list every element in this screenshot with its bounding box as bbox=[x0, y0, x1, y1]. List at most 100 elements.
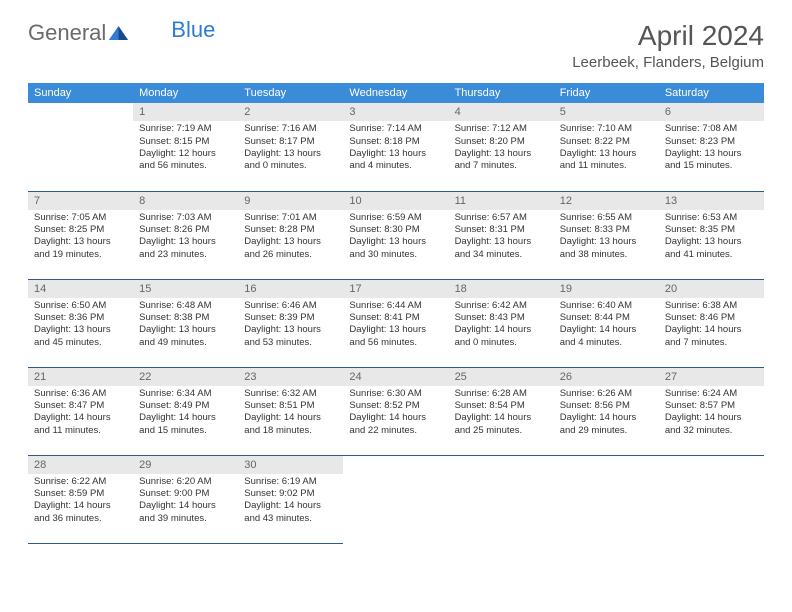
calendar-day-cell: 8Sunrise: 7:03 AMSunset: 8:26 PMDaylight… bbox=[133, 191, 238, 279]
calendar-day-cell: 5Sunrise: 7:10 AMSunset: 8:22 PMDaylight… bbox=[554, 103, 659, 191]
weekday-header: Friday bbox=[554, 83, 659, 103]
day-body: Sunrise: 6:59 AMSunset: 8:30 PMDaylight:… bbox=[343, 210, 448, 265]
calendar-day-cell: 7Sunrise: 7:05 AMSunset: 8:25 PMDaylight… bbox=[28, 191, 133, 279]
day-body: Sunrise: 6:19 AMSunset: 9:02 PMDaylight:… bbox=[238, 474, 343, 529]
sunrise-text: Sunrise: 6:42 AM bbox=[455, 300, 548, 312]
day-number: 16 bbox=[238, 280, 343, 298]
sunset-text: Sunset: 8:49 PM bbox=[139, 400, 232, 412]
daylight-text: Daylight: 14 hours and 39 minutes. bbox=[139, 500, 232, 525]
logo-text-general: General bbox=[28, 20, 106, 46]
sunset-text: Sunset: 8:15 PM bbox=[139, 136, 232, 148]
day-number: 12 bbox=[554, 192, 659, 210]
sunset-text: Sunset: 8:20 PM bbox=[455, 136, 548, 148]
calendar-day-cell: 20Sunrise: 6:38 AMSunset: 8:46 PMDayligh… bbox=[659, 279, 764, 367]
sunset-text: Sunset: 8:52 PM bbox=[349, 400, 442, 412]
day-body: Sunrise: 7:12 AMSunset: 8:20 PMDaylight:… bbox=[449, 121, 554, 176]
sunrise-text: Sunrise: 6:19 AM bbox=[244, 476, 337, 488]
day-number: 19 bbox=[554, 280, 659, 298]
calendar-day-cell: 17Sunrise: 6:44 AMSunset: 8:41 PMDayligh… bbox=[343, 279, 448, 367]
daylight-text: Daylight: 14 hours and 36 minutes. bbox=[34, 500, 127, 525]
daylight-text: Daylight: 13 hours and 23 minutes. bbox=[139, 236, 232, 261]
calendar-day-cell: 1Sunrise: 7:19 AMSunset: 8:15 PMDaylight… bbox=[133, 103, 238, 191]
calendar-day-cell: 29Sunrise: 6:20 AMSunset: 9:00 PMDayligh… bbox=[133, 455, 238, 543]
day-body: Sunrise: 7:19 AMSunset: 8:15 PMDaylight:… bbox=[133, 121, 238, 176]
daylight-text: Daylight: 13 hours and 26 minutes. bbox=[244, 236, 337, 261]
sunrise-text: Sunrise: 6:20 AM bbox=[139, 476, 232, 488]
sunrise-text: Sunrise: 6:46 AM bbox=[244, 300, 337, 312]
day-body: Sunrise: 7:08 AMSunset: 8:23 PMDaylight:… bbox=[659, 121, 764, 176]
sunrise-text: Sunrise: 6:34 AM bbox=[139, 388, 232, 400]
daylight-text: Daylight: 13 hours and 53 minutes. bbox=[244, 324, 337, 349]
daylight-text: Daylight: 13 hours and 38 minutes. bbox=[560, 236, 653, 261]
day-number: 17 bbox=[343, 280, 448, 298]
calendar-day-cell: 25Sunrise: 6:28 AMSunset: 8:54 PMDayligh… bbox=[449, 367, 554, 455]
day-number: 7 bbox=[28, 192, 133, 210]
day-number: 21 bbox=[28, 368, 133, 386]
logo-text-blue: Blue bbox=[171, 17, 215, 43]
day-body: Sunrise: 6:20 AMSunset: 9:00 PMDaylight:… bbox=[133, 474, 238, 529]
sunrise-text: Sunrise: 7:08 AM bbox=[665, 123, 758, 135]
day-number: 20 bbox=[659, 280, 764, 298]
calendar-day-cell: 9Sunrise: 7:01 AMSunset: 8:28 PMDaylight… bbox=[238, 191, 343, 279]
sunrise-text: Sunrise: 6:40 AM bbox=[560, 300, 653, 312]
sunset-text: Sunset: 8:44 PM bbox=[560, 312, 653, 324]
daylight-text: Daylight: 13 hours and 34 minutes. bbox=[455, 236, 548, 261]
sunrise-text: Sunrise: 7:05 AM bbox=[34, 212, 127, 224]
sunrise-text: Sunrise: 6:50 AM bbox=[34, 300, 127, 312]
day-number: 11 bbox=[449, 192, 554, 210]
sunset-text: Sunset: 8:25 PM bbox=[34, 224, 127, 236]
day-body: Sunrise: 6:50 AMSunset: 8:36 PMDaylight:… bbox=[28, 298, 133, 353]
day-body: Sunrise: 6:44 AMSunset: 8:41 PMDaylight:… bbox=[343, 298, 448, 353]
day-body: Sunrise: 6:26 AMSunset: 8:56 PMDaylight:… bbox=[554, 386, 659, 441]
day-number: 29 bbox=[133, 456, 238, 474]
sunset-text: Sunset: 8:47 PM bbox=[34, 400, 127, 412]
calendar-day-cell: 6Sunrise: 7:08 AMSunset: 8:23 PMDaylight… bbox=[659, 103, 764, 191]
calendar-week-row: 28Sunrise: 6:22 AMSunset: 8:59 PMDayligh… bbox=[28, 455, 764, 543]
day-number: 26 bbox=[554, 368, 659, 386]
day-number: 1 bbox=[133, 103, 238, 121]
sunset-text: Sunset: 8:28 PM bbox=[244, 224, 337, 236]
header: General Blue April 2024 Leerbeek, Flande… bbox=[0, 0, 792, 75]
day-body: Sunrise: 6:24 AMSunset: 8:57 PMDaylight:… bbox=[659, 386, 764, 441]
calendar-day-cell: 19Sunrise: 6:40 AMSunset: 8:44 PMDayligh… bbox=[554, 279, 659, 367]
calendar-day-cell: 27Sunrise: 6:24 AMSunset: 8:57 PMDayligh… bbox=[659, 367, 764, 455]
daylight-text: Daylight: 12 hours and 56 minutes. bbox=[139, 148, 232, 173]
calendar-week-row: 1Sunrise: 7:19 AMSunset: 8:15 PMDaylight… bbox=[28, 103, 764, 191]
daylight-text: Daylight: 14 hours and 11 minutes. bbox=[34, 412, 127, 437]
daylight-text: Daylight: 14 hours and 18 minutes. bbox=[244, 412, 337, 437]
calendar-day-cell bbox=[343, 455, 448, 543]
sunrise-text: Sunrise: 6:36 AM bbox=[34, 388, 127, 400]
day-number: 3 bbox=[343, 103, 448, 121]
sunset-text: Sunset: 8:39 PM bbox=[244, 312, 337, 324]
calendar-day-cell: 2Sunrise: 7:16 AMSunset: 8:17 PMDaylight… bbox=[238, 103, 343, 191]
sunrise-text: Sunrise: 7:19 AM bbox=[139, 123, 232, 135]
calendar-day-cell: 24Sunrise: 6:30 AMSunset: 8:52 PMDayligh… bbox=[343, 367, 448, 455]
day-body: Sunrise: 7:03 AMSunset: 8:26 PMDaylight:… bbox=[133, 210, 238, 265]
day-body: Sunrise: 6:48 AMSunset: 8:38 PMDaylight:… bbox=[133, 298, 238, 353]
sunrise-text: Sunrise: 6:59 AM bbox=[349, 212, 442, 224]
sunrise-text: Sunrise: 6:44 AM bbox=[349, 300, 442, 312]
sunrise-text: Sunrise: 6:22 AM bbox=[34, 476, 127, 488]
sunset-text: Sunset: 9:00 PM bbox=[139, 488, 232, 500]
day-body: Sunrise: 6:38 AMSunset: 8:46 PMDaylight:… bbox=[659, 298, 764, 353]
calendar-day-cell: 4Sunrise: 7:12 AMSunset: 8:20 PMDaylight… bbox=[449, 103, 554, 191]
day-number: 27 bbox=[659, 368, 764, 386]
calendar-day-cell: 14Sunrise: 6:50 AMSunset: 8:36 PMDayligh… bbox=[28, 279, 133, 367]
sunrise-text: Sunrise: 6:28 AM bbox=[455, 388, 548, 400]
day-body: Sunrise: 6:40 AMSunset: 8:44 PMDaylight:… bbox=[554, 298, 659, 353]
daylight-text: Daylight: 13 hours and 49 minutes. bbox=[139, 324, 232, 349]
weekday-header: Wednesday bbox=[343, 83, 448, 103]
sunrise-text: Sunrise: 6:55 AM bbox=[560, 212, 653, 224]
sunset-text: Sunset: 8:54 PM bbox=[455, 400, 548, 412]
calendar-week-row: 14Sunrise: 6:50 AMSunset: 8:36 PMDayligh… bbox=[28, 279, 764, 367]
day-body: Sunrise: 6:46 AMSunset: 8:39 PMDaylight:… bbox=[238, 298, 343, 353]
daylight-text: Daylight: 13 hours and 7 minutes. bbox=[455, 148, 548, 173]
daylight-text: Daylight: 14 hours and 7 minutes. bbox=[665, 324, 758, 349]
day-body: Sunrise: 7:14 AMSunset: 8:18 PMDaylight:… bbox=[343, 121, 448, 176]
daylight-text: Daylight: 14 hours and 29 minutes. bbox=[560, 412, 653, 437]
sunrise-text: Sunrise: 6:26 AM bbox=[560, 388, 653, 400]
calendar-day-cell bbox=[659, 455, 764, 543]
sunset-text: Sunset: 8:17 PM bbox=[244, 136, 337, 148]
weekday-header: Monday bbox=[133, 83, 238, 103]
day-number: 10 bbox=[343, 192, 448, 210]
